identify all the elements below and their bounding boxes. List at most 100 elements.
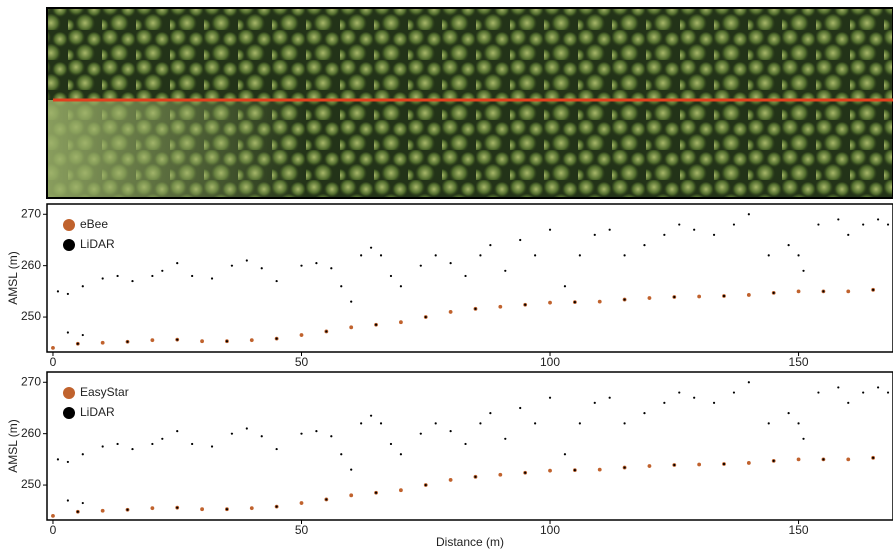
data-point — [713, 402, 715, 404]
data-point — [846, 457, 850, 461]
data-point — [315, 262, 317, 264]
data-point — [802, 438, 804, 440]
data-point — [246, 427, 248, 429]
data-point — [474, 308, 476, 310]
data-point — [300, 265, 302, 267]
data-point — [663, 402, 665, 404]
data-point — [325, 498, 327, 500]
y-axis-label: AMSL (m) — [6, 419, 20, 473]
data-point — [872, 289, 874, 291]
data-point — [101, 341, 105, 345]
data-point — [435, 422, 437, 424]
data-point — [598, 468, 602, 472]
data-point — [126, 509, 128, 511]
data-point — [549, 397, 551, 399]
data-point — [67, 461, 69, 463]
data-point — [733, 223, 735, 225]
data-point — [609, 229, 611, 231]
data-point — [300, 333, 304, 337]
data-point — [126, 341, 128, 343]
data-point — [82, 453, 84, 455]
data-point — [822, 458, 824, 460]
data-point — [370, 247, 372, 249]
data-point — [131, 280, 133, 282]
data-point — [598, 300, 602, 304]
data-point — [747, 293, 751, 297]
data-point — [276, 338, 278, 340]
data-point — [360, 254, 362, 256]
data-point — [723, 295, 725, 297]
data-point — [489, 412, 491, 414]
data-point — [773, 292, 775, 294]
data-point — [425, 316, 427, 318]
data-point — [837, 218, 839, 220]
data-point — [390, 275, 392, 277]
data-point — [498, 305, 502, 309]
data-point — [504, 270, 506, 272]
data-point — [400, 285, 402, 287]
x-tick-label: 150 — [789, 355, 809, 369]
data-point — [534, 254, 536, 256]
data-point — [420, 265, 422, 267]
data-point — [623, 254, 625, 256]
data-point — [574, 469, 576, 471]
data-point — [648, 464, 652, 468]
data-point — [817, 223, 819, 225]
data-point — [200, 339, 204, 343]
data-point — [609, 397, 611, 399]
data-point — [817, 391, 819, 393]
data-point — [349, 493, 353, 497]
data-point — [802, 270, 804, 272]
legend-label: eBee — [80, 217, 108, 231]
data-point — [375, 492, 377, 494]
data-point — [822, 290, 824, 292]
data-point — [519, 239, 521, 241]
data-point — [67, 499, 69, 501]
data-point — [250, 506, 254, 510]
data-point — [579, 422, 581, 424]
x-tick-label: 100 — [540, 355, 560, 369]
y-axis-label: AMSL (m) — [6, 251, 20, 305]
data-point — [420, 433, 422, 435]
data-point — [399, 320, 403, 324]
data-point — [315, 430, 317, 432]
data-point — [877, 218, 879, 220]
data-point — [797, 457, 801, 461]
data-point — [161, 438, 163, 440]
y-tick-label: 270 — [21, 206, 41, 220]
data-point — [450, 430, 452, 432]
data-point — [877, 386, 879, 388]
data-point — [116, 275, 118, 277]
data-point — [200, 507, 204, 511]
data-point — [151, 275, 153, 277]
x-axis-label: Distance (m) — [436, 535, 504, 549]
x-tick-label: 50 — [295, 523, 309, 537]
legend-label: LiDAR — [80, 237, 115, 251]
data-point — [549, 229, 551, 231]
data-point — [51, 514, 55, 518]
data-point — [788, 412, 790, 414]
legend-marker — [63, 387, 75, 399]
legend-marker — [63, 407, 75, 419]
legend-label: EasyStar — [80, 385, 129, 399]
data-point — [82, 502, 84, 504]
data-point — [425, 484, 427, 486]
data-point — [211, 445, 213, 447]
data-point — [380, 422, 382, 424]
data-point — [594, 234, 596, 236]
data-point — [191, 275, 193, 277]
data-point — [340, 453, 342, 455]
data-point — [151, 443, 153, 445]
data-point — [191, 443, 193, 445]
figure: 250260270050100150AMSL (m)eBeeLiDAR25026… — [0, 0, 893, 549]
x-tick-label: 0 — [50, 355, 57, 369]
data-point — [733, 391, 735, 393]
data-point — [150, 338, 154, 342]
data-point — [51, 346, 55, 350]
data-point — [399, 488, 403, 492]
data-point — [211, 277, 213, 279]
x-tick-label: 50 — [295, 355, 309, 369]
data-point — [887, 223, 889, 225]
data-point — [380, 254, 382, 256]
